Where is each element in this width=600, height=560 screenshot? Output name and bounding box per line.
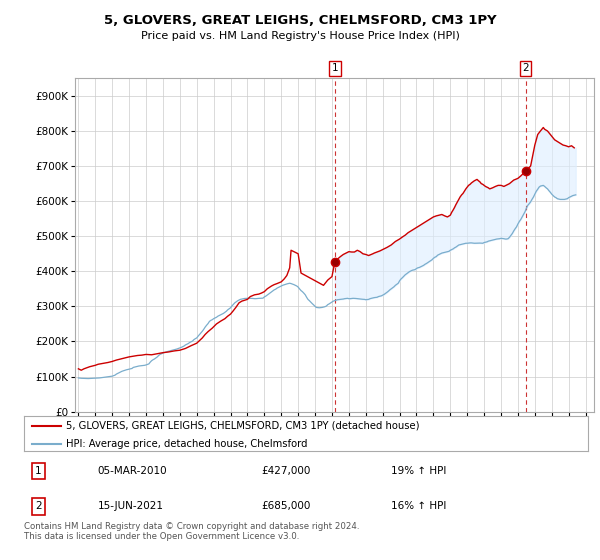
Text: 05-MAR-2010: 05-MAR-2010: [97, 466, 167, 476]
Text: HPI: Average price, detached house, Chelmsford: HPI: Average price, detached house, Chel…: [66, 439, 308, 449]
Text: 5, GLOVERS, GREAT LEIGHS, CHELMSFORD, CM3 1PY (detached house): 5, GLOVERS, GREAT LEIGHS, CHELMSFORD, CM…: [66, 421, 420, 431]
Text: Price paid vs. HM Land Registry's House Price Index (HPI): Price paid vs. HM Land Registry's House …: [140, 31, 460, 41]
Text: £427,000: £427,000: [261, 466, 310, 476]
Text: 15-JUN-2021: 15-JUN-2021: [97, 501, 163, 511]
Text: 1: 1: [35, 466, 41, 476]
Text: 16% ↑ HPI: 16% ↑ HPI: [391, 501, 446, 511]
Text: 2: 2: [522, 63, 529, 73]
Text: 5, GLOVERS, GREAT LEIGHS, CHELMSFORD, CM3 1PY: 5, GLOVERS, GREAT LEIGHS, CHELMSFORD, CM…: [104, 14, 496, 27]
Text: 19% ↑ HPI: 19% ↑ HPI: [391, 466, 446, 476]
Text: £685,000: £685,000: [261, 501, 310, 511]
Text: Contains HM Land Registry data © Crown copyright and database right 2024.
This d: Contains HM Land Registry data © Crown c…: [24, 522, 359, 542]
Text: 1: 1: [332, 63, 338, 73]
Text: 2: 2: [35, 501, 41, 511]
